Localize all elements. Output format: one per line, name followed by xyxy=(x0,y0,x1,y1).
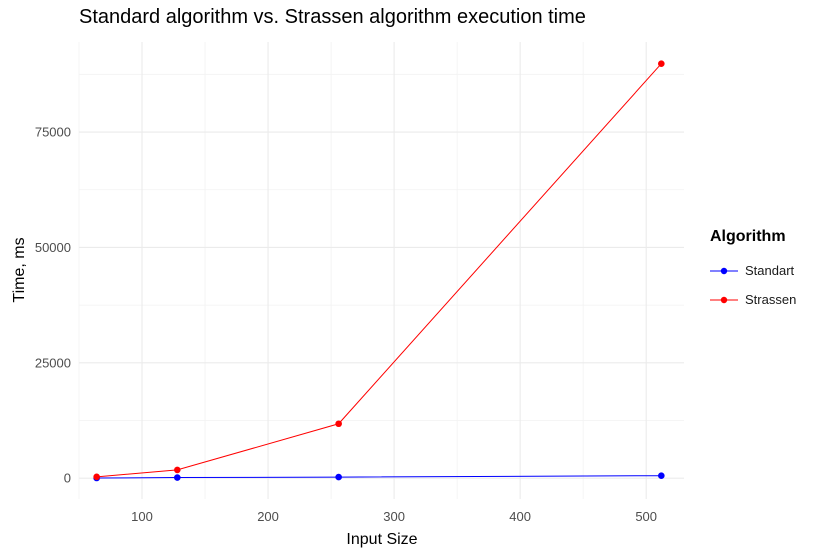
data-point-strassen xyxy=(335,420,342,428)
series-points xyxy=(93,60,665,482)
x-tick-label: 200 xyxy=(257,509,279,524)
y-tick-label: 50000 xyxy=(35,240,71,255)
legend-item-standart: Standart xyxy=(710,256,796,285)
series-lines xyxy=(96,63,662,479)
y-tick-label: 25000 xyxy=(35,355,71,370)
y-tick-labels: 0 25000 50000 75000 xyxy=(35,125,71,486)
legend: Algorithm Standart Strassen xyxy=(710,228,796,314)
legend-label-strassen: Strassen xyxy=(745,292,797,307)
data-point-standart xyxy=(658,472,665,479)
legend-key-strassen xyxy=(710,296,738,303)
x-tick-label: 500 xyxy=(635,509,657,524)
series-line-strassen xyxy=(96,63,662,478)
data-point-strassen xyxy=(174,466,181,474)
series-line-standart xyxy=(96,475,662,479)
legend-item-strassen: Strassen xyxy=(710,285,796,314)
grid-lines xyxy=(78,42,684,499)
legend-marker-strassen xyxy=(720,296,728,303)
data-point-standart xyxy=(174,474,181,481)
x-tick-label: 300 xyxy=(383,509,405,524)
chart-title: Standard algorithm vs. Strassen algorith… xyxy=(79,6,586,28)
legend-title: Algorithm xyxy=(710,228,786,245)
x-tick-label: 100 xyxy=(131,509,153,524)
legend-marker-standart xyxy=(720,267,728,274)
y-tick-label: 0 xyxy=(64,471,71,486)
data-point-strassen xyxy=(658,60,665,67)
legend-key-standart xyxy=(710,267,738,274)
x-tick-label: 400 xyxy=(509,509,531,524)
data-point-standart xyxy=(335,473,342,481)
y-axis-label: Time, ms xyxy=(11,237,28,302)
x-axis-label: Input Size xyxy=(346,531,417,548)
x-tick-labels: 100 200 300 400 500 xyxy=(131,509,657,524)
y-tick-label: 75000 xyxy=(35,125,71,140)
data-point-strassen xyxy=(93,473,100,481)
legend-label-standart: Standart xyxy=(745,263,795,278)
